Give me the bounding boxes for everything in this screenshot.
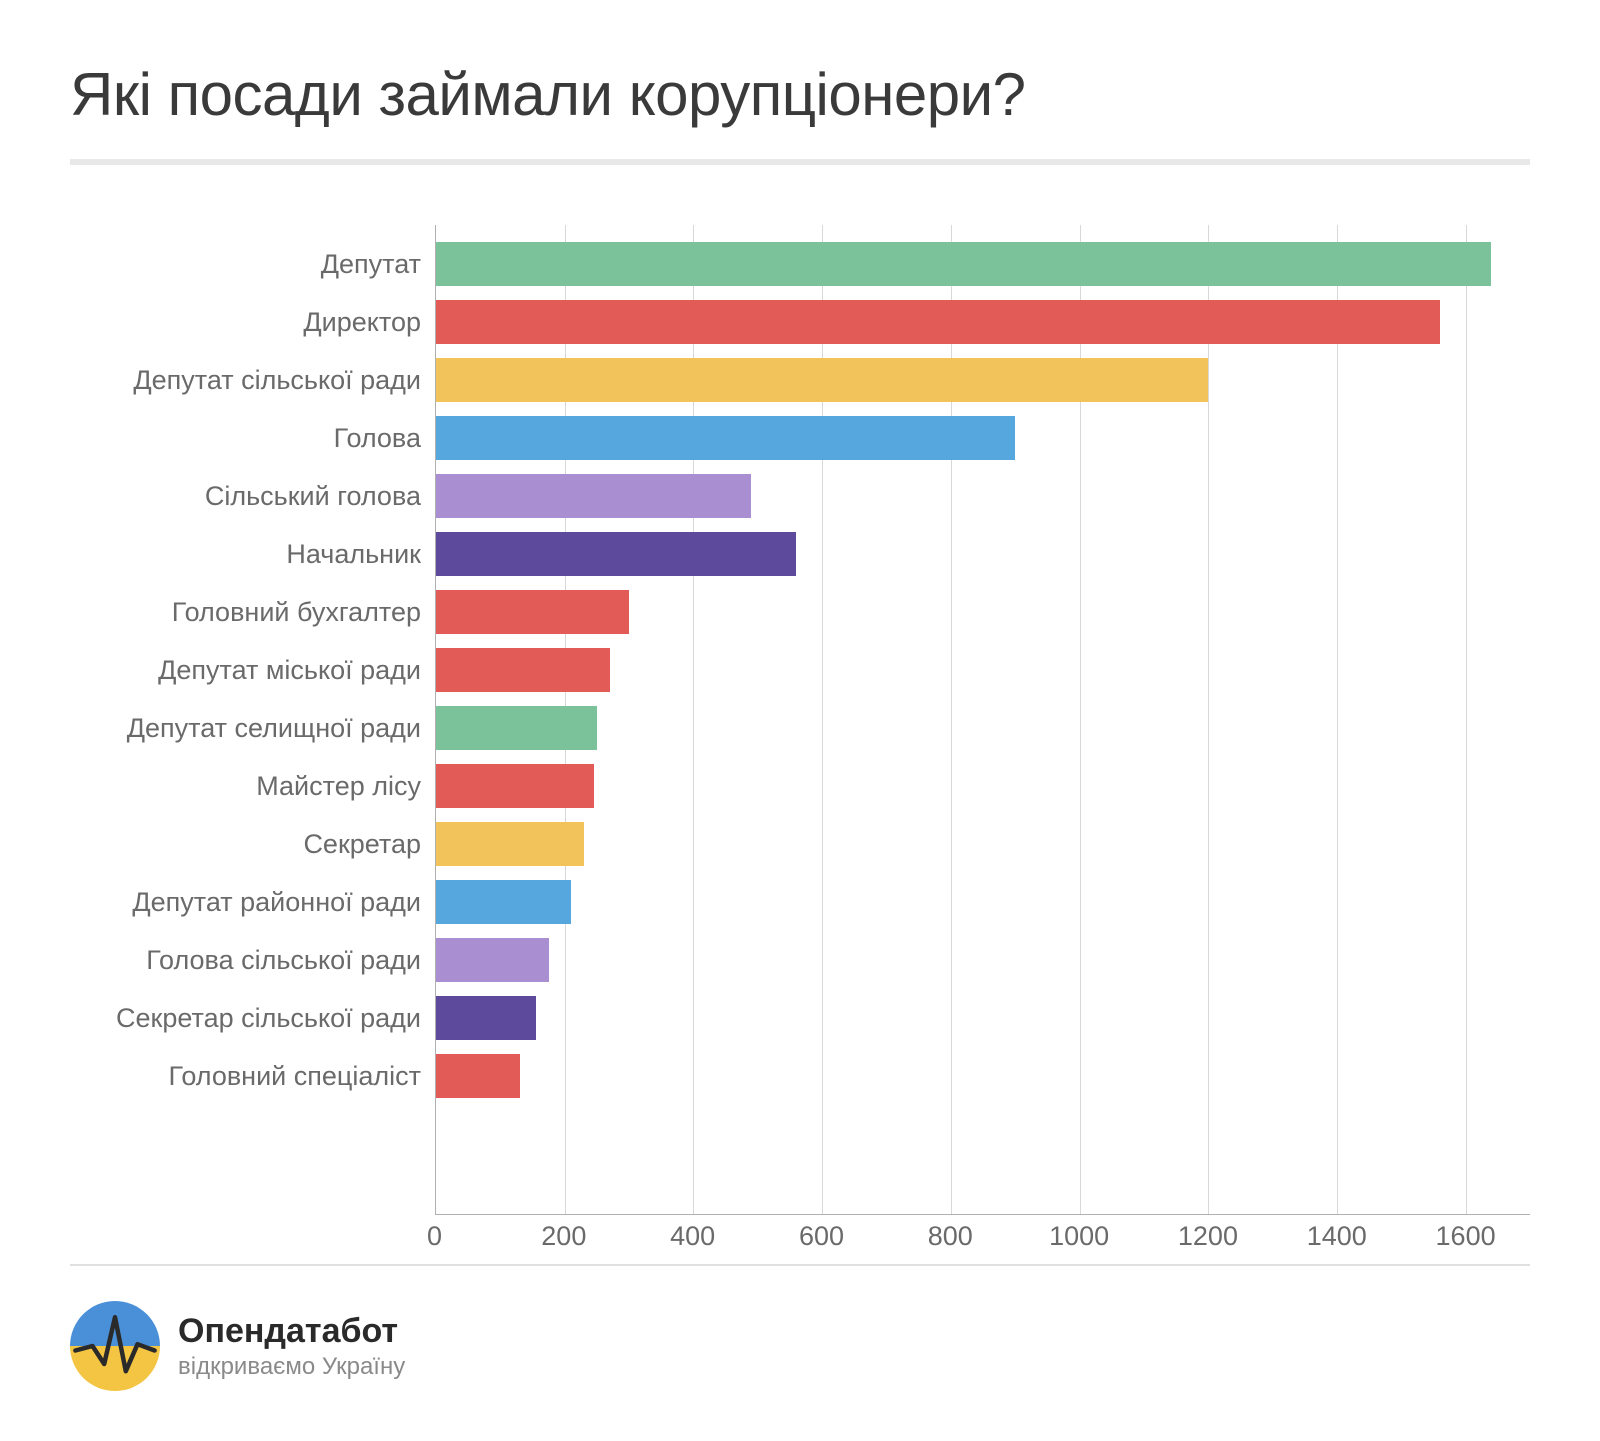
bar-row bbox=[436, 931, 1530, 989]
bar bbox=[436, 474, 751, 518]
bar-row bbox=[436, 583, 1530, 641]
bar-row bbox=[436, 815, 1530, 873]
brand-text: Опендатабот відкриваємо Україну bbox=[178, 1312, 405, 1381]
bar bbox=[436, 590, 629, 634]
brand-name: Опендатабот bbox=[178, 1312, 405, 1351]
x-tick-label: 200 bbox=[541, 1221, 586, 1252]
y-label: Головний бухгалтер bbox=[70, 583, 435, 641]
bar bbox=[436, 706, 597, 750]
bar bbox=[436, 938, 549, 982]
x-tick-label: 600 bbox=[799, 1221, 844, 1252]
x-tick-label: 400 bbox=[670, 1221, 715, 1252]
bar-row bbox=[436, 293, 1530, 351]
bar-row bbox=[436, 873, 1530, 931]
y-label: Майстер лісу bbox=[70, 757, 435, 815]
x-tick-label: 1000 bbox=[1049, 1221, 1109, 1252]
bar-row bbox=[436, 699, 1530, 757]
bar bbox=[436, 822, 584, 866]
y-label: Депутат bbox=[70, 235, 435, 293]
y-label: Депутат селищної ради bbox=[70, 699, 435, 757]
bar bbox=[436, 242, 1491, 286]
y-label: Депутат міської ради bbox=[70, 641, 435, 699]
footer-divider bbox=[70, 1264, 1530, 1266]
y-label: Сільський голова bbox=[70, 467, 435, 525]
x-tick-label: 1600 bbox=[1436, 1221, 1496, 1252]
brand-tagline: відкриваємо Україну bbox=[178, 1353, 405, 1381]
bar-row bbox=[436, 467, 1530, 525]
y-label: Начальник bbox=[70, 525, 435, 583]
y-label: Директор bbox=[70, 293, 435, 351]
y-axis-labels: ДепутатДиректорДепутат сільської радиГол… bbox=[70, 225, 435, 1215]
bar bbox=[436, 648, 610, 692]
bar bbox=[436, 996, 536, 1040]
title-divider bbox=[70, 159, 1530, 165]
bars-container bbox=[436, 225, 1530, 1214]
bar-row bbox=[436, 351, 1530, 409]
bar-row bbox=[436, 1047, 1530, 1105]
bar bbox=[436, 1054, 520, 1098]
bar-row bbox=[436, 757, 1530, 815]
chart-title: Які посади займали корупціонери? bbox=[70, 60, 1530, 129]
plot-area bbox=[435, 225, 1530, 1215]
y-label: Головний спеціаліст bbox=[70, 1047, 435, 1105]
bar-row bbox=[436, 989, 1530, 1047]
y-label: Секретар bbox=[70, 815, 435, 873]
x-axis-ticks: 02004006008001000120014001600 bbox=[435, 1215, 1530, 1257]
y-label: Депутат районної ради bbox=[70, 873, 435, 931]
bar bbox=[436, 300, 1440, 344]
bar bbox=[436, 532, 796, 576]
brand-logo-icon bbox=[70, 1301, 160, 1391]
x-tick-label: 1200 bbox=[1178, 1221, 1238, 1252]
bar-row bbox=[436, 525, 1530, 583]
bar bbox=[436, 764, 594, 808]
y-label: Голова bbox=[70, 409, 435, 467]
bar bbox=[436, 358, 1208, 402]
x-tick-label: 1400 bbox=[1307, 1221, 1367, 1252]
bar-row bbox=[436, 235, 1530, 293]
chart: ДепутатДиректорДепутат сільської радиГол… bbox=[70, 225, 1530, 1215]
y-label: Секретар сільської ради bbox=[70, 989, 435, 1047]
bar bbox=[436, 880, 571, 924]
x-tick-label: 800 bbox=[928, 1221, 973, 1252]
bar bbox=[436, 416, 1015, 460]
footer: Опендатабот відкриваємо Україну bbox=[70, 1301, 405, 1391]
bar-row bbox=[436, 641, 1530, 699]
x-tick-label: 0 bbox=[427, 1221, 442, 1252]
bar-row bbox=[436, 409, 1530, 467]
y-label: Депутат сільської ради bbox=[70, 351, 435, 409]
y-label: Голова сільської ради bbox=[70, 931, 435, 989]
